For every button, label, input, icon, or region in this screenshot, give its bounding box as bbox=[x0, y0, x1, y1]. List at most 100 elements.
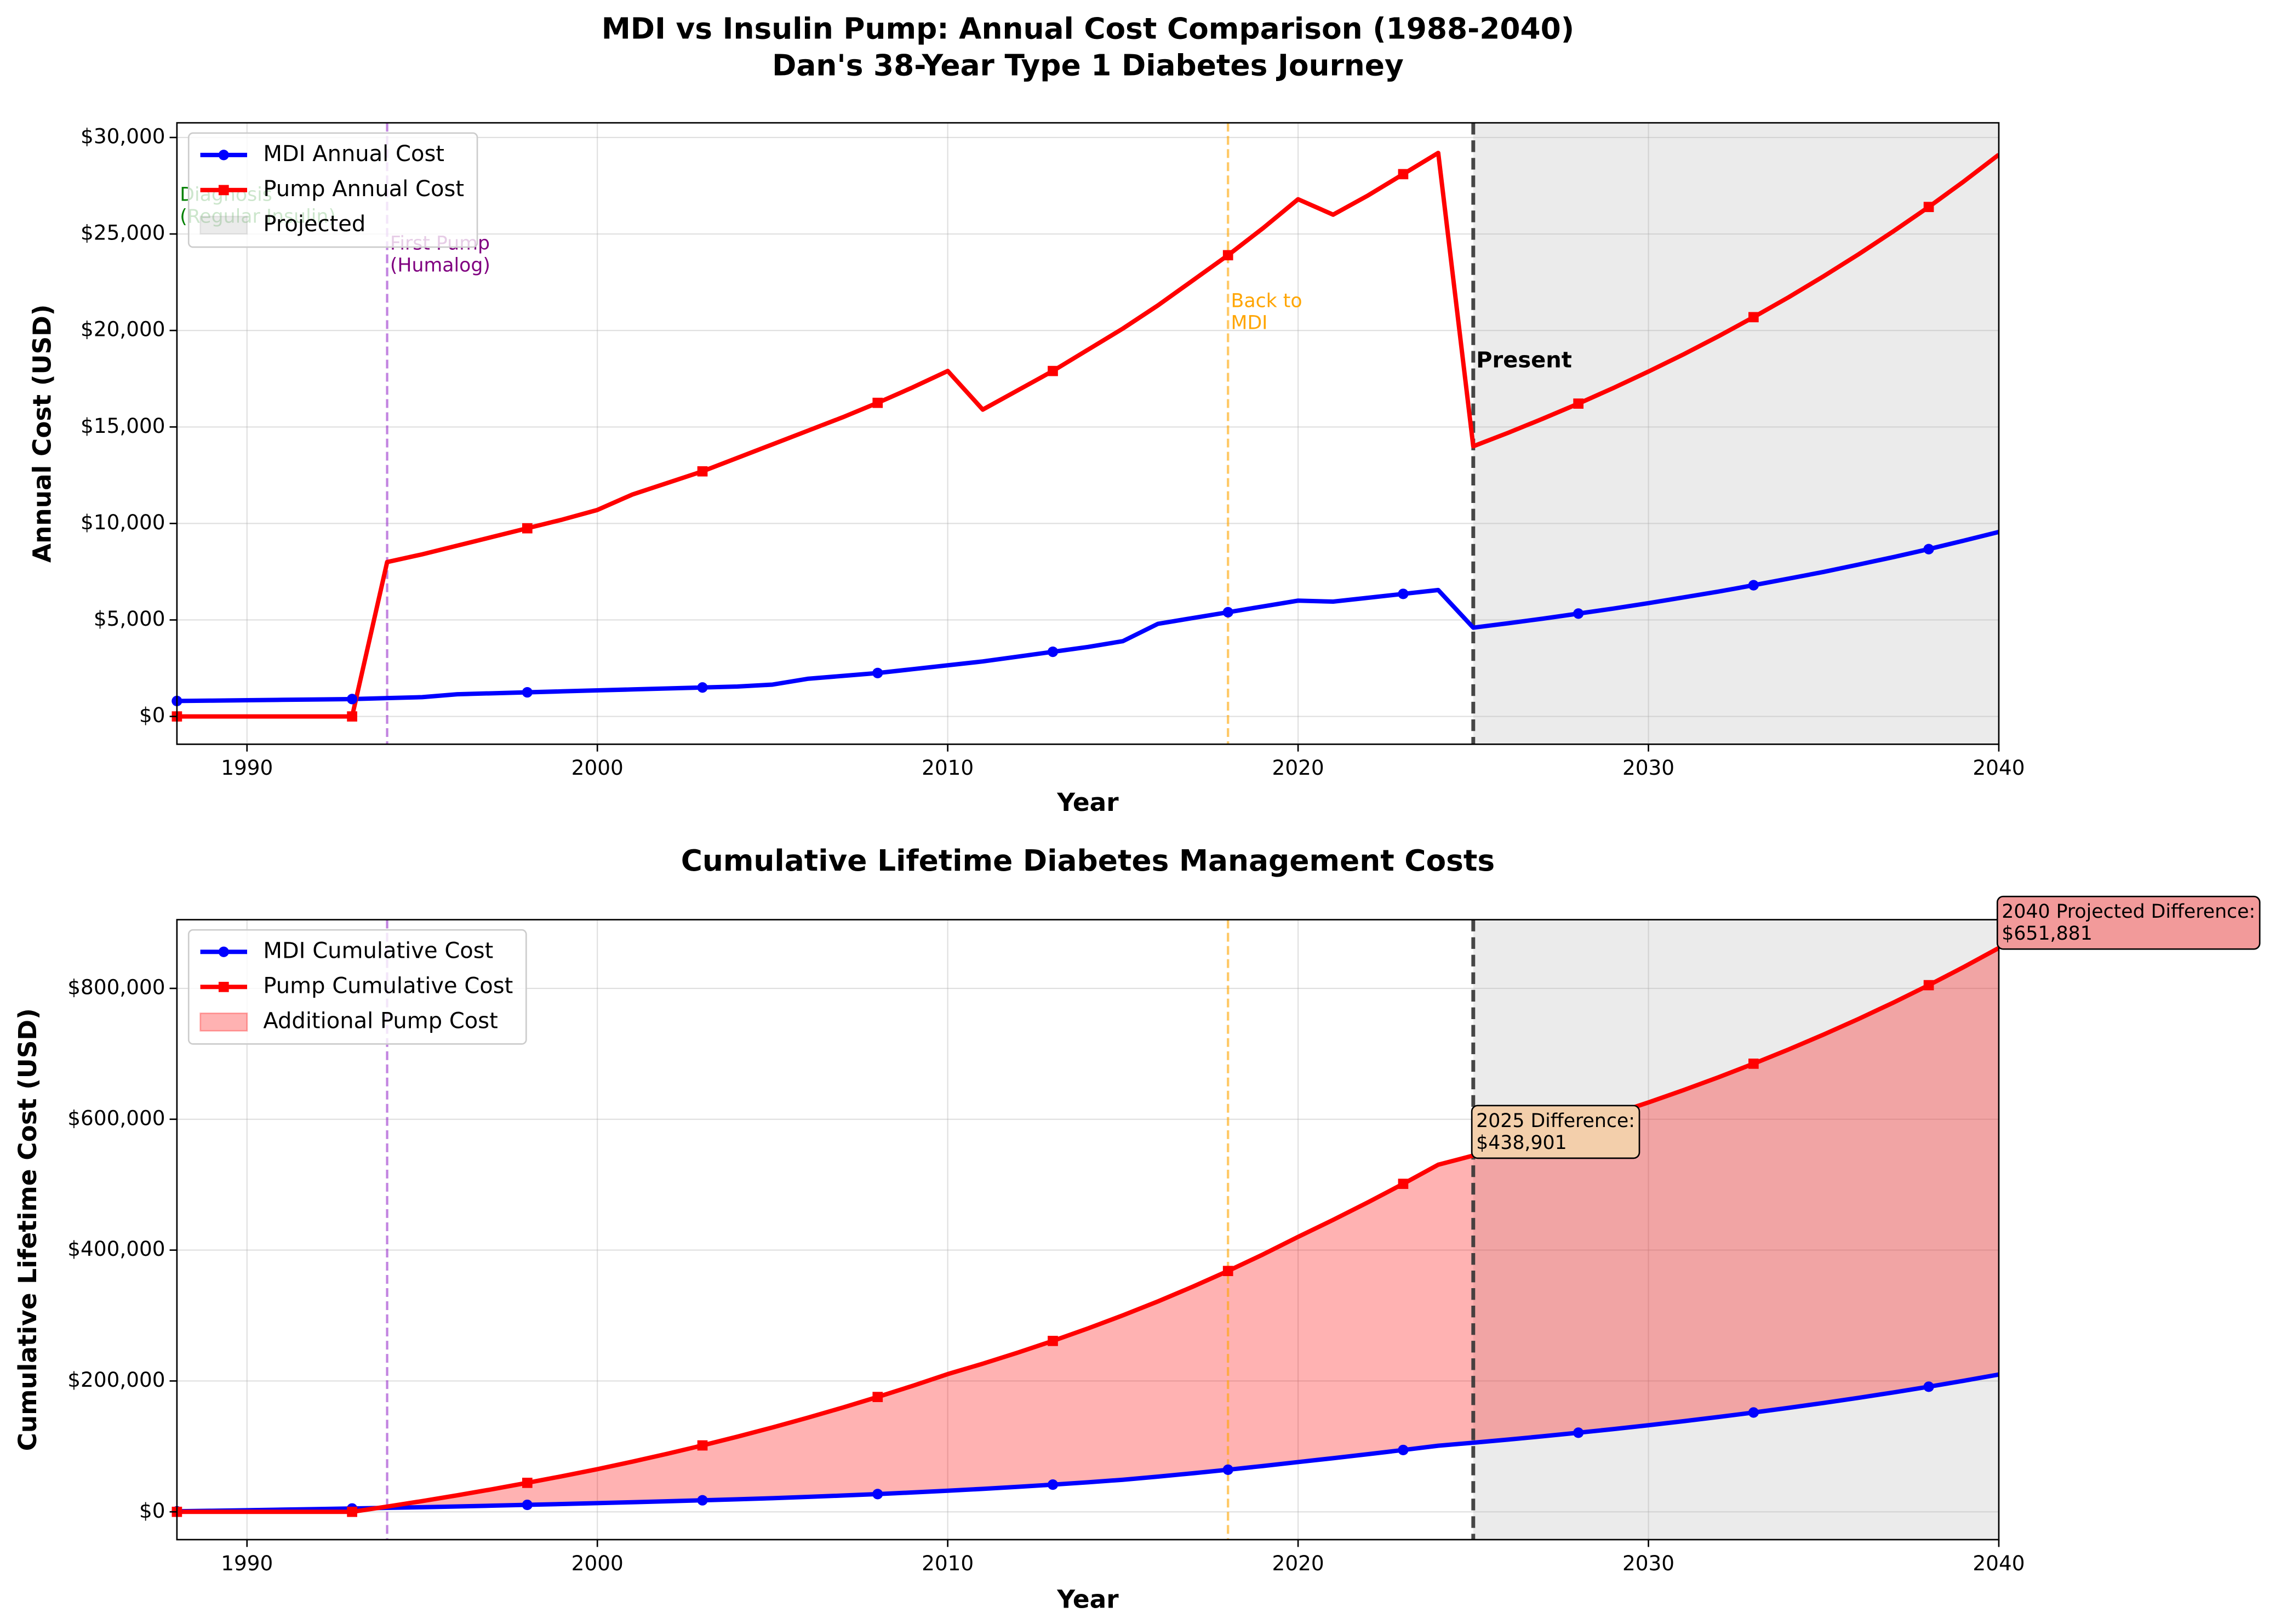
series-marker bbox=[347, 1506, 357, 1517]
y-axis-label: Cumulative Lifetime Cost (USD) bbox=[13, 1008, 42, 1451]
y-axis-label: Annual Cost (USD) bbox=[28, 305, 57, 563]
series-marker bbox=[697, 682, 708, 693]
series-marker bbox=[1222, 607, 1233, 617]
series-marker bbox=[1222, 250, 1233, 261]
chart-title: Cumulative Lifetime Diabetes Management … bbox=[681, 843, 1495, 878]
series-marker bbox=[522, 1499, 533, 1511]
y-tick-label: $5,000 bbox=[94, 607, 165, 631]
legend-label: Additional Pump Cost bbox=[263, 1008, 498, 1033]
x-axis-label: Year bbox=[1056, 788, 1119, 817]
series-marker bbox=[1748, 580, 1759, 591]
series-marker bbox=[522, 1478, 533, 1488]
x-tick-label: 2020 bbox=[1272, 756, 1324, 780]
x-tick-label: 2040 bbox=[1973, 1551, 2025, 1575]
series-marker bbox=[347, 694, 358, 705]
legend-label: Pump Cumulative Cost bbox=[263, 973, 513, 998]
legend-marker bbox=[218, 150, 229, 161]
series-line bbox=[176, 151, 1999, 719]
series-marker bbox=[697, 1440, 708, 1451]
annotation: Present bbox=[1476, 348, 1572, 373]
legend-frame bbox=[187, 929, 527, 1045]
series-marker bbox=[1923, 1381, 1934, 1392]
x-tick-label: 2000 bbox=[571, 1551, 624, 1575]
series-marker bbox=[1573, 1427, 1584, 1438]
series-marker bbox=[1573, 608, 1584, 619]
y-tick-label: $200,000 bbox=[67, 1368, 165, 1392]
series-marker bbox=[522, 523, 533, 534]
chart-title: MDI vs Insulin Pump: Annual Cost Compari… bbox=[602, 12, 1574, 46]
series-marker bbox=[522, 687, 533, 698]
series-marker bbox=[1923, 544, 1934, 554]
legend-marker bbox=[218, 946, 229, 957]
series-marker bbox=[1047, 646, 1059, 657]
x-tick-label: 2000 bbox=[571, 756, 624, 780]
annotation-text: $651,881 bbox=[2002, 923, 2093, 945]
x-tick-label: 2010 bbox=[922, 756, 974, 780]
legend-frame bbox=[187, 132, 478, 248]
projection-shade bbox=[1473, 123, 1999, 745]
axes-frame bbox=[176, 122, 2000, 745]
axes-frame bbox=[176, 919, 2000, 1541]
x-tick-label: 2030 bbox=[1622, 1551, 1674, 1575]
x-axis-label: Year bbox=[1056, 1585, 1119, 1614]
annotation-text: 2025 Difference: bbox=[1476, 1110, 1635, 1132]
y-tick-label: $30,000 bbox=[81, 124, 165, 148]
series-marker bbox=[1748, 312, 1759, 323]
legend-label: MDI Annual Cost bbox=[263, 141, 444, 167]
series-marker bbox=[1048, 1336, 1058, 1346]
series-line bbox=[176, 529, 1999, 704]
annotation-text: 2040 Projected Difference: bbox=[2002, 901, 2255, 923]
x-tick-label: 1990 bbox=[221, 1551, 273, 1575]
x-tick-label: 1990 bbox=[221, 756, 273, 780]
series-marker bbox=[1923, 980, 1934, 991]
annotation-text: MDI bbox=[1231, 312, 1268, 334]
series-marker bbox=[872, 397, 883, 408]
series-marker bbox=[1048, 365, 1058, 376]
y-tick-label: $800,000 bbox=[67, 975, 165, 999]
series-marker bbox=[1398, 169, 1409, 180]
annotation-text: Back to bbox=[1231, 290, 1302, 312]
legend-patch bbox=[199, 1012, 248, 1032]
annotation: 2040 Projected Difference:$651,881 bbox=[1996, 895, 2261, 950]
series-marker bbox=[1573, 398, 1583, 409]
plot-area bbox=[176, 123, 1999, 745]
legend-patch bbox=[199, 215, 248, 235]
series-marker bbox=[1398, 1179, 1409, 1189]
series-marker bbox=[1923, 202, 1934, 213]
series-marker bbox=[1748, 1059, 1759, 1069]
y-tick-label: $20,000 bbox=[81, 317, 165, 341]
series-marker bbox=[1047, 1479, 1059, 1490]
annotation-box bbox=[1996, 895, 2261, 950]
series-marker bbox=[697, 466, 708, 477]
series-marker bbox=[872, 1489, 883, 1500]
annotation-text: $438,901 bbox=[1476, 1132, 1567, 1154]
series-line bbox=[176, 1372, 1999, 1514]
series-line bbox=[176, 946, 1999, 1514]
annotation-box bbox=[1471, 1105, 1640, 1159]
x-tick-label: 2020 bbox=[1272, 1551, 1324, 1575]
annotation-text: Present bbox=[1476, 348, 1572, 373]
series-marker bbox=[697, 1495, 708, 1506]
legend: MDI Cumulative Cost Pump Cumulative Cost A… bbox=[187, 929, 527, 1045]
legend-marker bbox=[218, 185, 229, 196]
series-marker bbox=[872, 667, 883, 678]
series-marker bbox=[1222, 1266, 1233, 1277]
x-tick-label: 2040 bbox=[1973, 756, 2025, 780]
y-tick-label: $600,000 bbox=[67, 1106, 165, 1130]
y-tick-label: $0 bbox=[139, 1499, 165, 1523]
x-tick-label: 2010 bbox=[922, 1551, 974, 1575]
x-tick-label: 2030 bbox=[1622, 756, 1674, 780]
annotation: 2025 Difference:$438,901 bbox=[1471, 1105, 1640, 1159]
y-tick-label: $0 bbox=[139, 703, 165, 727]
series-marker bbox=[347, 711, 357, 722]
series-marker bbox=[1222, 1464, 1233, 1476]
series-marker bbox=[872, 1392, 883, 1402]
y-tick-label: $25,000 bbox=[81, 221, 165, 245]
legend-marker bbox=[218, 981, 229, 992]
chart-subtitle: Dan's 38-Year Type 1 Diabetes Journey bbox=[772, 48, 1404, 82]
legend-label: MDI Cumulative Cost bbox=[263, 938, 493, 963]
series-marker bbox=[1398, 1444, 1409, 1456]
